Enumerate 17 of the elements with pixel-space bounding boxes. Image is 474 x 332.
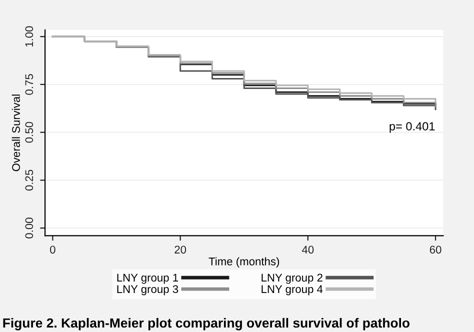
y-tick-label: 1.00	[25, 26, 34, 47]
annotation: p= 0.401	[390, 122, 435, 133]
y-tick-label: 0.00	[25, 218, 34, 238]
y-tick-label: 0.25	[25, 170, 34, 191]
x-tick-label: 60	[430, 246, 442, 254]
caption: Figure 2. Kaplan-Meier plot comparing overall survival of patholo	[3, 318, 410, 330]
x-axis-title: Time (months)	[208, 257, 280, 268]
legend-label: LNY group 2	[262, 274, 322, 284]
legend-label: LNY group 1	[117, 274, 178, 284]
legend-label: LNY group 3	[117, 285, 178, 296]
x-tick-label: 0	[50, 246, 56, 254]
x-tick-label: 20	[174, 246, 186, 254]
y-tick-label: 0.75	[25, 74, 34, 95]
x-tick-label: 40	[302, 246, 314, 254]
y-tick-label: 0.50	[25, 122, 34, 143]
legend-label: LNY group 4	[262, 285, 323, 296]
y-axis-title: Overall Survival	[12, 94, 20, 172]
